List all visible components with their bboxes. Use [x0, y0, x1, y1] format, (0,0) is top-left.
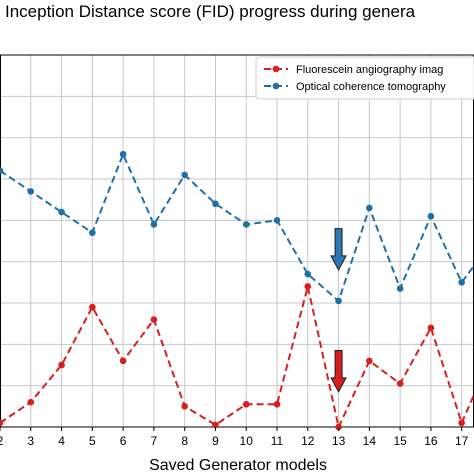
data-point-series-0: [427, 324, 435, 332]
x-tick-label: 16: [424, 434, 438, 448]
data-point-series-1: [0, 167, 4, 175]
data-point-series-1: [58, 208, 65, 216]
legend-entry-label: Fluorescein angiography imag: [296, 64, 443, 76]
data-point-series-1: [119, 150, 127, 158]
data-point-series-1: [27, 188, 35, 195]
chart-title: Inception Distance score (FID) progress …: [5, 2, 416, 21]
annotation-arrow-0: [330, 228, 347, 271]
x-tick-label: 12: [301, 434, 315, 448]
legend-entry-label: Optical coherence tomography: [296, 81, 446, 93]
data-point-series-1: [242, 221, 250, 228]
data-point-series-0: [27, 398, 35, 406]
x-tick-label: 13: [332, 434, 346, 448]
x-tick-label: 9: [212, 434, 219, 448]
data-point-series-0: [0, 419, 4, 427]
x-axis-label: Saved Generator models: [149, 457, 327, 474]
x-tick-label: 6: [120, 434, 127, 448]
x-tick-label: 4: [58, 434, 65, 448]
x-tick-label: 11: [271, 434, 284, 448]
data-point-series-0: [119, 357, 127, 365]
data-point-series-1: [89, 229, 96, 237]
data-point-series-0: [212, 421, 219, 429]
data-point-series-0: [366, 357, 373, 365]
plot-frame: [0, 54, 474, 428]
data-point-series-0: [181, 403, 188, 410]
x-tick-label: 15: [393, 434, 407, 448]
data-point-series-1: [273, 217, 281, 224]
data-point-series-0: [273, 400, 281, 408]
data-point-series-1: [212, 200, 219, 208]
x-tick-label: 8: [181, 434, 188, 448]
data-point-series-0: [89, 303, 96, 311]
data-point-series-0: [458, 419, 465, 427]
data-point-series-1: [366, 204, 373, 212]
legend-swatch-marker: [272, 82, 280, 90]
data-point-series-1: [335, 297, 342, 305]
series-points: [0, 150, 465, 431]
data-point-series-0: [396, 380, 404, 387]
x-tick-labels: 2 3 4 5 6 7 8 9 10 11 12 13 14 15 16 17: [0, 427, 469, 448]
legend-box: [255, 56, 474, 100]
data-point-series-0: [58, 361, 65, 369]
data-point-series-0: [242, 400, 250, 408]
x-tick-label: 14: [363, 434, 377, 448]
annotation-arrows: [330, 228, 347, 393]
annotation-arrow-1: [330, 350, 347, 393]
data-point-series-1: [427, 212, 435, 220]
series-line-0: [0, 286, 474, 431]
series-line-1: [0, 151, 474, 303]
x-tick-label: 2: [0, 434, 4, 448]
x-tick-label: 7: [151, 434, 158, 448]
x-tick-label: 17: [455, 434, 469, 448]
data-point-series-1: [150, 221, 158, 228]
data-point-series-1: [396, 285, 404, 292]
data-point-series-0: [150, 316, 158, 323]
data-point-series-1: [181, 171, 188, 179]
data-point-series-1: [304, 270, 312, 278]
x-tick-label: 3: [27, 434, 34, 448]
legend: Fluorescein angiography imag Optical cohe…: [255, 56, 474, 100]
x-tick-label: 10: [240, 434, 254, 448]
data-point-series-0: [304, 283, 312, 290]
data-point-series-1: [458, 279, 465, 286]
grid: [0, 55, 474, 427]
legend-swatch-marker: [272, 65, 280, 73]
x-tick-label: 5: [89, 434, 96, 448]
